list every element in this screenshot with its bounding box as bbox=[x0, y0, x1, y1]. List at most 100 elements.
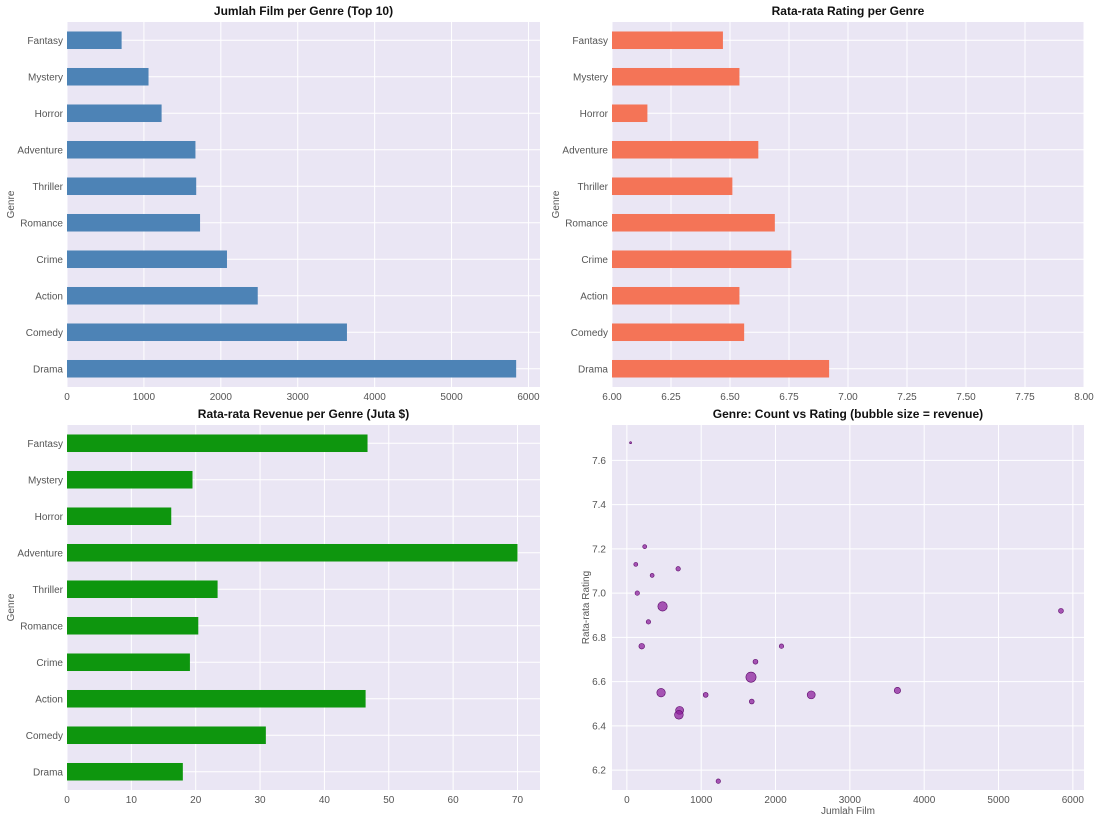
chart-1: 0 1000 2000 3000 4000 5000 6000 Drama Comedy Acti… bbox=[6, 4, 540, 403]
plot-background bbox=[612, 425, 1084, 790]
bar[interactable] bbox=[67, 177, 197, 196]
x-tick-label: 20 bbox=[190, 795, 202, 806]
x-tick-label: 1000 bbox=[690, 795, 713, 806]
scatter-point[interactable] bbox=[745, 671, 757, 683]
y-tick-label: 6.8 bbox=[592, 633, 606, 644]
bar[interactable] bbox=[612, 67, 740, 86]
y-tick-label: Adventure bbox=[17, 548, 63, 559]
x-tick-label: 6.25 bbox=[661, 392, 681, 403]
bar[interactable] bbox=[67, 286, 258, 305]
x-tick-label: 3000 bbox=[839, 795, 862, 806]
scatter-point[interactable] bbox=[806, 690, 816, 700]
bar[interactable] bbox=[612, 250, 792, 269]
x-tick-label: 0 bbox=[64, 795, 70, 806]
bar[interactable] bbox=[67, 67, 149, 86]
bar[interactable] bbox=[67, 507, 172, 526]
bar[interactable] bbox=[67, 104, 162, 123]
y-tick-label: Horror bbox=[35, 109, 64, 120]
bar[interactable] bbox=[612, 323, 745, 342]
bar[interactable] bbox=[67, 616, 199, 635]
y-tick-label: Adventure bbox=[562, 145, 608, 156]
x-tick-label: 6.50 bbox=[720, 392, 740, 403]
y-tick-label: 7.0 bbox=[592, 589, 606, 600]
bar[interactable] bbox=[612, 31, 723, 50]
x-tick-label: 4000 bbox=[913, 795, 936, 806]
scatter-point[interactable] bbox=[642, 544, 648, 549]
bar[interactable] bbox=[67, 359, 517, 378]
scatter-point[interactable] bbox=[645, 619, 651, 625]
y-tick-label: Adventure bbox=[17, 145, 63, 156]
bar[interactable] bbox=[67, 213, 201, 232]
x-tick-label: 50 bbox=[383, 795, 395, 806]
y-tick-label: 6.4 bbox=[592, 721, 606, 732]
x-tick-label: 2000 bbox=[764, 795, 787, 806]
scatter-point[interactable] bbox=[634, 590, 640, 596]
x-axis-label: Jumlah Film bbox=[821, 806, 875, 817]
scatter-point[interactable] bbox=[656, 688, 666, 698]
y-tick-label: Drama bbox=[33, 767, 63, 778]
scatter-point[interactable] bbox=[715, 778, 721, 784]
bar[interactable] bbox=[612, 213, 775, 232]
scatter-point[interactable] bbox=[629, 441, 632, 444]
y-tick-label: Comedy bbox=[571, 328, 608, 339]
y-tick-label: Thriller bbox=[32, 585, 63, 596]
chart-title: Genre: Count vs Rating (bubble size = re… bbox=[713, 407, 983, 421]
scatter-point[interactable] bbox=[657, 601, 668, 612]
bar[interactable] bbox=[67, 762, 183, 781]
y-tick-label: Drama bbox=[578, 364, 608, 375]
x-tick-label: 10 bbox=[126, 795, 138, 806]
scatter-point[interactable] bbox=[675, 566, 681, 572]
y-axis-label: Genre bbox=[6, 190, 17, 218]
bar[interactable] bbox=[67, 140, 196, 159]
y-tick-label: Mystery bbox=[28, 475, 63, 486]
y-axis-label: Genre bbox=[551, 190, 562, 218]
bar[interactable] bbox=[612, 140, 759, 159]
bar[interactable] bbox=[612, 177, 733, 196]
bar[interactable] bbox=[67, 434, 368, 453]
x-tick-label: 1000 bbox=[133, 392, 156, 403]
scatter-point[interactable] bbox=[748, 698, 755, 705]
chart-3: 0 10 20 30 40 50 60 70 Drama Comedy Action Crime Rom… bbox=[6, 407, 540, 806]
bar[interactable] bbox=[67, 323, 347, 342]
y-tick-label: Crime bbox=[36, 255, 63, 266]
y-tick-label: 7.2 bbox=[592, 544, 606, 555]
scatter-point[interactable] bbox=[1058, 608, 1064, 614]
bar[interactable] bbox=[67, 470, 193, 489]
scatter-point[interactable] bbox=[649, 573, 655, 578]
bar[interactable] bbox=[67, 580, 218, 599]
x-tick-label: 6000 bbox=[517, 392, 540, 403]
scatter-point[interactable] bbox=[674, 710, 684, 720]
scatter-point[interactable] bbox=[752, 658, 759, 665]
y-tick-label: Crime bbox=[581, 255, 608, 266]
scatter-point[interactable] bbox=[893, 686, 901, 694]
y-tick-label: Fantasy bbox=[27, 36, 63, 47]
y-tick-label: 6.6 bbox=[592, 677, 606, 688]
bar[interactable] bbox=[67, 31, 122, 50]
y-tick-label: Thriller bbox=[32, 182, 63, 193]
bar[interactable] bbox=[612, 359, 830, 378]
x-tick-label: 6.75 bbox=[779, 392, 799, 403]
scatter-point[interactable] bbox=[633, 562, 639, 567]
bar[interactable] bbox=[67, 689, 366, 708]
chart-2: 6.00 6.25 6.50 6.75 7.00 7.25 7.50 7.75 8.00 Dram… bbox=[551, 4, 1094, 403]
x-tick-label: 4000 bbox=[364, 392, 387, 403]
x-tick-label: 0 bbox=[624, 795, 630, 806]
bar[interactable] bbox=[612, 104, 648, 123]
bar[interactable] bbox=[67, 726, 266, 745]
x-tick-label: 7.75 bbox=[1015, 392, 1035, 403]
scatter-point[interactable] bbox=[778, 643, 785, 649]
bar[interactable] bbox=[67, 653, 190, 672]
scatter-point[interactable] bbox=[638, 643, 645, 650]
x-tick-label: 70 bbox=[512, 795, 524, 806]
bar[interactable] bbox=[67, 250, 227, 269]
y-tick-label: Romance bbox=[20, 621, 63, 632]
y-axis-label: Genre bbox=[6, 593, 17, 621]
bar[interactable] bbox=[67, 543, 518, 562]
y-tick-label: Comedy bbox=[26, 731, 63, 742]
bar[interactable] bbox=[612, 286, 740, 305]
scatter-point[interactable] bbox=[702, 692, 709, 698]
y-tick-label: Action bbox=[35, 694, 63, 705]
y-tick-label: Fantasy bbox=[572, 36, 608, 47]
y-axis-label: Rata-rata Rating bbox=[581, 571, 592, 644]
